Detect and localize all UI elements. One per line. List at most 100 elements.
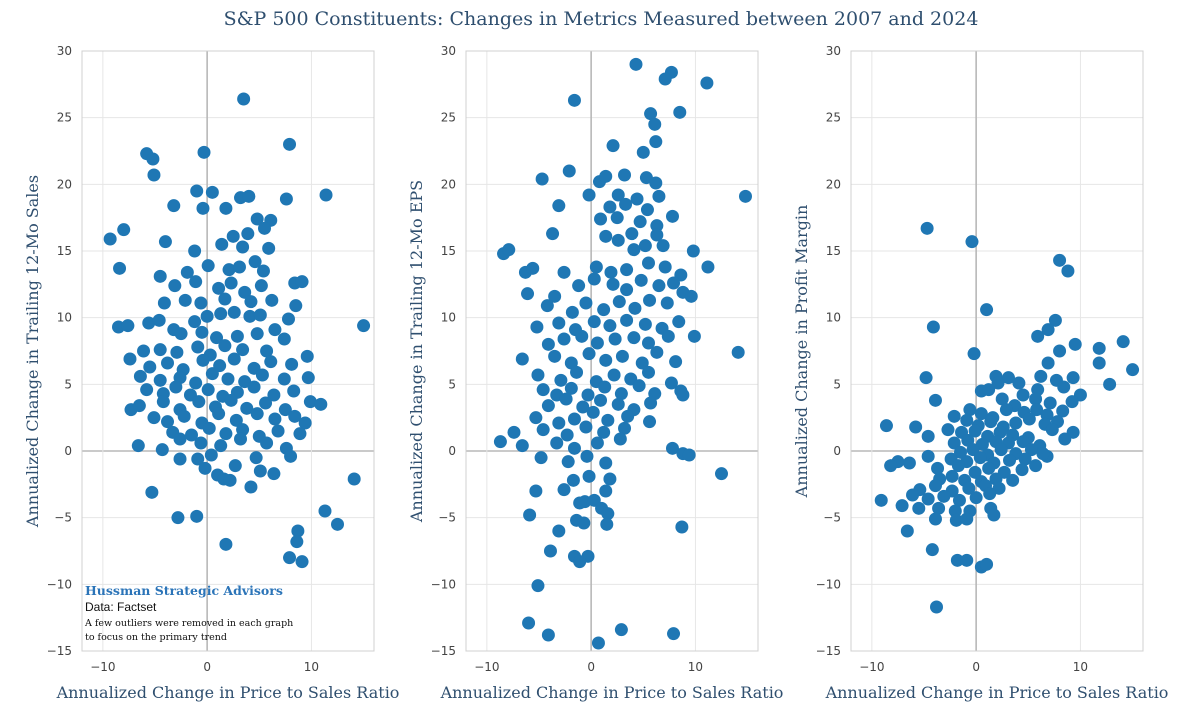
data-point xyxy=(594,212,608,226)
data-point xyxy=(198,461,212,475)
y-tick-label: 25 xyxy=(826,111,841,125)
data-point xyxy=(567,93,581,107)
data-point xyxy=(633,215,647,229)
data-point xyxy=(229,413,243,427)
data-point xyxy=(675,520,689,534)
data-point xyxy=(667,276,681,290)
data-point xyxy=(268,412,282,426)
data-point xyxy=(293,427,307,441)
data-point xyxy=(928,512,942,526)
y-tick-label: 0 xyxy=(64,444,72,458)
data-point xyxy=(902,456,916,470)
data-point xyxy=(611,233,625,247)
data-point xyxy=(928,393,942,407)
data-point xyxy=(541,399,555,413)
y-tick-label: −10 xyxy=(47,577,72,591)
data-point xyxy=(155,443,169,457)
data-point xyxy=(1024,443,1038,457)
data-point xyxy=(597,425,611,439)
data-point xyxy=(167,199,181,213)
data-point xyxy=(218,339,232,353)
data-point xyxy=(606,277,620,291)
data-point xyxy=(701,260,715,274)
x-axis-title: Annualized Change in Price to Sales Rati… xyxy=(56,683,400,702)
data-point xyxy=(142,316,156,330)
scatter-panel-profit-margin: −15 −10 −5 0 5 10 15 20 25 30 −10 0 10 Annualized Cha… xyxy=(792,44,1168,702)
data-point xyxy=(949,513,963,527)
y-tick-label: 15 xyxy=(57,244,72,258)
data-point xyxy=(253,464,267,478)
y-tick-label: 5 xyxy=(448,377,456,391)
x-tick-label: 0 xyxy=(587,660,595,674)
y-tick-label: 20 xyxy=(57,177,72,191)
data-point xyxy=(250,212,264,226)
data-point xyxy=(960,553,974,567)
data-point xyxy=(230,329,244,343)
data-point xyxy=(951,459,965,473)
x-tick-label: −10 xyxy=(474,660,499,674)
data-point xyxy=(612,295,626,309)
data-point xyxy=(572,279,586,293)
data-point xyxy=(201,259,215,273)
data-point xyxy=(554,373,568,387)
x-tick-label: 0 xyxy=(203,660,211,674)
data-point xyxy=(919,371,933,385)
data-point xyxy=(173,432,187,446)
data-point xyxy=(599,353,613,367)
x-tick-label: 10 xyxy=(304,660,319,674)
data-point xyxy=(157,296,171,310)
data-point xyxy=(613,432,627,446)
data-point xyxy=(947,436,961,450)
data-point xyxy=(140,383,154,397)
data-point xyxy=(579,296,593,310)
data-point xyxy=(1001,371,1015,385)
data-point xyxy=(962,481,976,495)
data-point xyxy=(541,628,555,642)
data-point xyxy=(1006,473,1020,487)
data-point xyxy=(909,420,923,434)
data-point xyxy=(287,384,301,398)
data-point xyxy=(552,316,566,330)
data-point xyxy=(640,203,654,217)
data-point xyxy=(301,371,315,385)
data-point xyxy=(650,219,664,233)
data-point xyxy=(158,235,172,249)
y-axis-title: Annualized Change in Trailing 12-Mo Sale… xyxy=(23,175,42,528)
data-point xyxy=(1053,253,1067,267)
y-tick-label: 30 xyxy=(57,44,72,58)
data-point xyxy=(587,272,601,286)
data-point xyxy=(987,508,1001,522)
data-point xyxy=(559,392,573,406)
data-point xyxy=(643,293,657,307)
data-point xyxy=(920,221,934,235)
data-point xyxy=(265,293,279,307)
data-point xyxy=(579,420,593,434)
data-point xyxy=(281,312,295,326)
data-point xyxy=(548,349,562,363)
data-point xyxy=(968,465,982,479)
data-point xyxy=(1068,337,1082,351)
data-point xyxy=(123,352,137,366)
data-point xyxy=(1045,423,1059,437)
data-point xyxy=(191,340,205,354)
data-point xyxy=(1053,344,1067,358)
plot-frame xyxy=(81,50,375,652)
y-tick-label: 20 xyxy=(441,177,456,191)
data-point xyxy=(531,368,545,382)
data-point xyxy=(603,472,617,486)
data-point xyxy=(331,517,344,531)
data-point xyxy=(565,305,579,319)
data-point xyxy=(224,393,238,407)
data-point xyxy=(200,309,214,323)
data-point xyxy=(620,263,634,277)
data-point xyxy=(137,344,151,358)
data-point xyxy=(660,296,674,310)
data-point xyxy=(277,372,291,386)
scatter-panel-sales: −15 −10 −5 0 5 10 15 20 25 30 −10 0 10 Annualized Cha… xyxy=(23,44,399,702)
data-point xyxy=(283,551,297,565)
data-point xyxy=(930,600,944,614)
data-point xyxy=(103,232,117,246)
data-point xyxy=(295,555,309,569)
data-point xyxy=(610,211,624,225)
data-point xyxy=(642,336,655,350)
